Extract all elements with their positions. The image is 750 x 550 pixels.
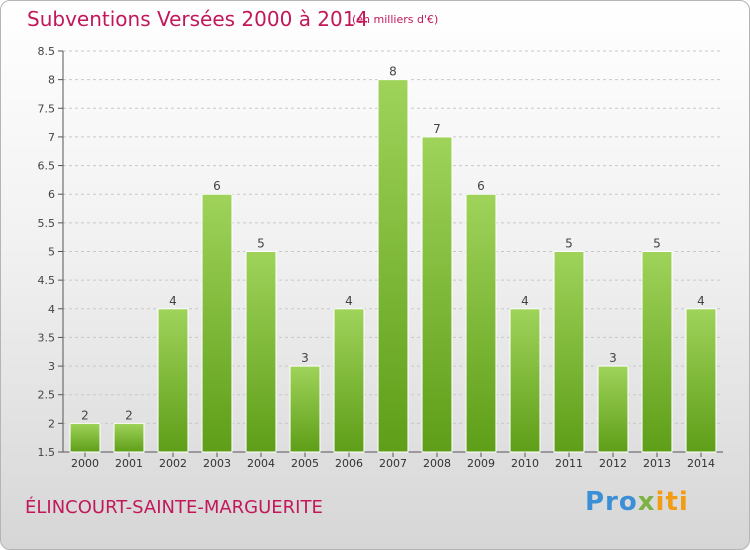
bar-2005 (289, 365, 321, 453)
bar-2007 (377, 79, 409, 453)
x-tick-label-2002: 2002 (159, 457, 187, 470)
y-tick-label: 6 (48, 188, 55, 201)
bar-2010 (509, 308, 541, 453)
y-tick-label: 6.5 (38, 160, 56, 173)
y-tick-label: 2 (48, 417, 55, 430)
bar-2003 (201, 193, 233, 453)
data-label-2011: 5 (565, 237, 573, 251)
x-tick-label-2010: 2010 (511, 457, 539, 470)
y-tick-label: 5.5 (38, 217, 56, 230)
bar-2000 (69, 422, 101, 453)
y-tick-label: 3 (48, 360, 55, 373)
x-tick-label-2006: 2006 (335, 457, 363, 470)
data-label-2008: 7 (433, 122, 441, 136)
x-tick-label-2014: 2014 (687, 457, 715, 470)
x-tick-label-2004: 2004 (247, 457, 275, 470)
logo-part-3: iti (655, 487, 689, 517)
data-label-2014: 4 (697, 294, 705, 308)
bar-2012 (597, 365, 629, 453)
x-tick-label-2007: 2007 (379, 457, 407, 470)
y-tick-label: 4.5 (38, 274, 56, 287)
data-labels: 2 2 4 6 5 3 4 8 7 6 4 5 3 5 4 (81, 65, 705, 423)
proxiti-logo[interactable]: Proxiti (585, 487, 689, 517)
x-tick-label-2003: 2003 (203, 457, 231, 470)
bar-2002 (157, 308, 189, 453)
bar-2014 (685, 308, 717, 453)
x-tick-label-2011: 2011 (555, 457, 583, 470)
commune-name: ÉLINCOURT-SAINTE-MARGUERITE (25, 497, 323, 518)
data-label-2007: 8 (389, 65, 397, 79)
y-tick-label: 4 (48, 303, 55, 316)
data-label-2000: 2 (81, 408, 89, 422)
bar-2006 (333, 308, 365, 453)
y-tick-label: 1.5 (38, 446, 56, 459)
data-label-2006: 4 (345, 294, 353, 308)
data-label-2002: 4 (169, 294, 177, 308)
y-tick-label: 8 (48, 74, 55, 87)
logo-part-2: x (637, 487, 656, 517)
x-tick-label-2000: 2000 (71, 457, 99, 470)
y-tick-label: 8.5 (38, 45, 56, 58)
data-label-2003: 6 (213, 179, 221, 193)
x-tick-label-2013: 2013 (643, 457, 671, 470)
bar-2013 (641, 251, 673, 453)
logo-part-1: Pro (585, 487, 638, 517)
data-label-2009: 6 (477, 179, 485, 193)
data-label-2001: 2 (125, 408, 133, 422)
chart-unit-note: (en milliers d'€) (352, 13, 439, 26)
data-label-2004: 5 (257, 237, 265, 251)
y-tick-label: 3.5 (38, 331, 56, 344)
bar-2011 (553, 251, 585, 453)
x-tick-label-2001: 2001 (115, 457, 143, 470)
data-label-2013: 5 (653, 237, 661, 251)
y-tick-label: 2.5 (38, 389, 56, 402)
y-tick-label: 7.5 (38, 102, 56, 115)
bar-2009 (465, 193, 497, 453)
data-label-2012: 3 (609, 351, 617, 365)
y-tick-label: 7 (48, 131, 55, 144)
bar-2008 (421, 136, 453, 453)
bar-2004 (245, 251, 277, 453)
bar-2001 (113, 422, 145, 453)
data-label-2005: 3 (301, 351, 309, 365)
data-label-2010: 4 (521, 294, 529, 308)
y-tick-label: 5 (48, 246, 55, 259)
chart-title: Subventions Versées 2000 à 2014 (27, 7, 369, 31)
bars (69, 79, 717, 453)
x-tick-label-2012: 2012 (599, 457, 627, 470)
x-tick-label-2005: 2005 (291, 457, 319, 470)
x-tick-label-2008: 2008 (423, 457, 451, 470)
x-tick-label-2009: 2009 (467, 457, 495, 470)
